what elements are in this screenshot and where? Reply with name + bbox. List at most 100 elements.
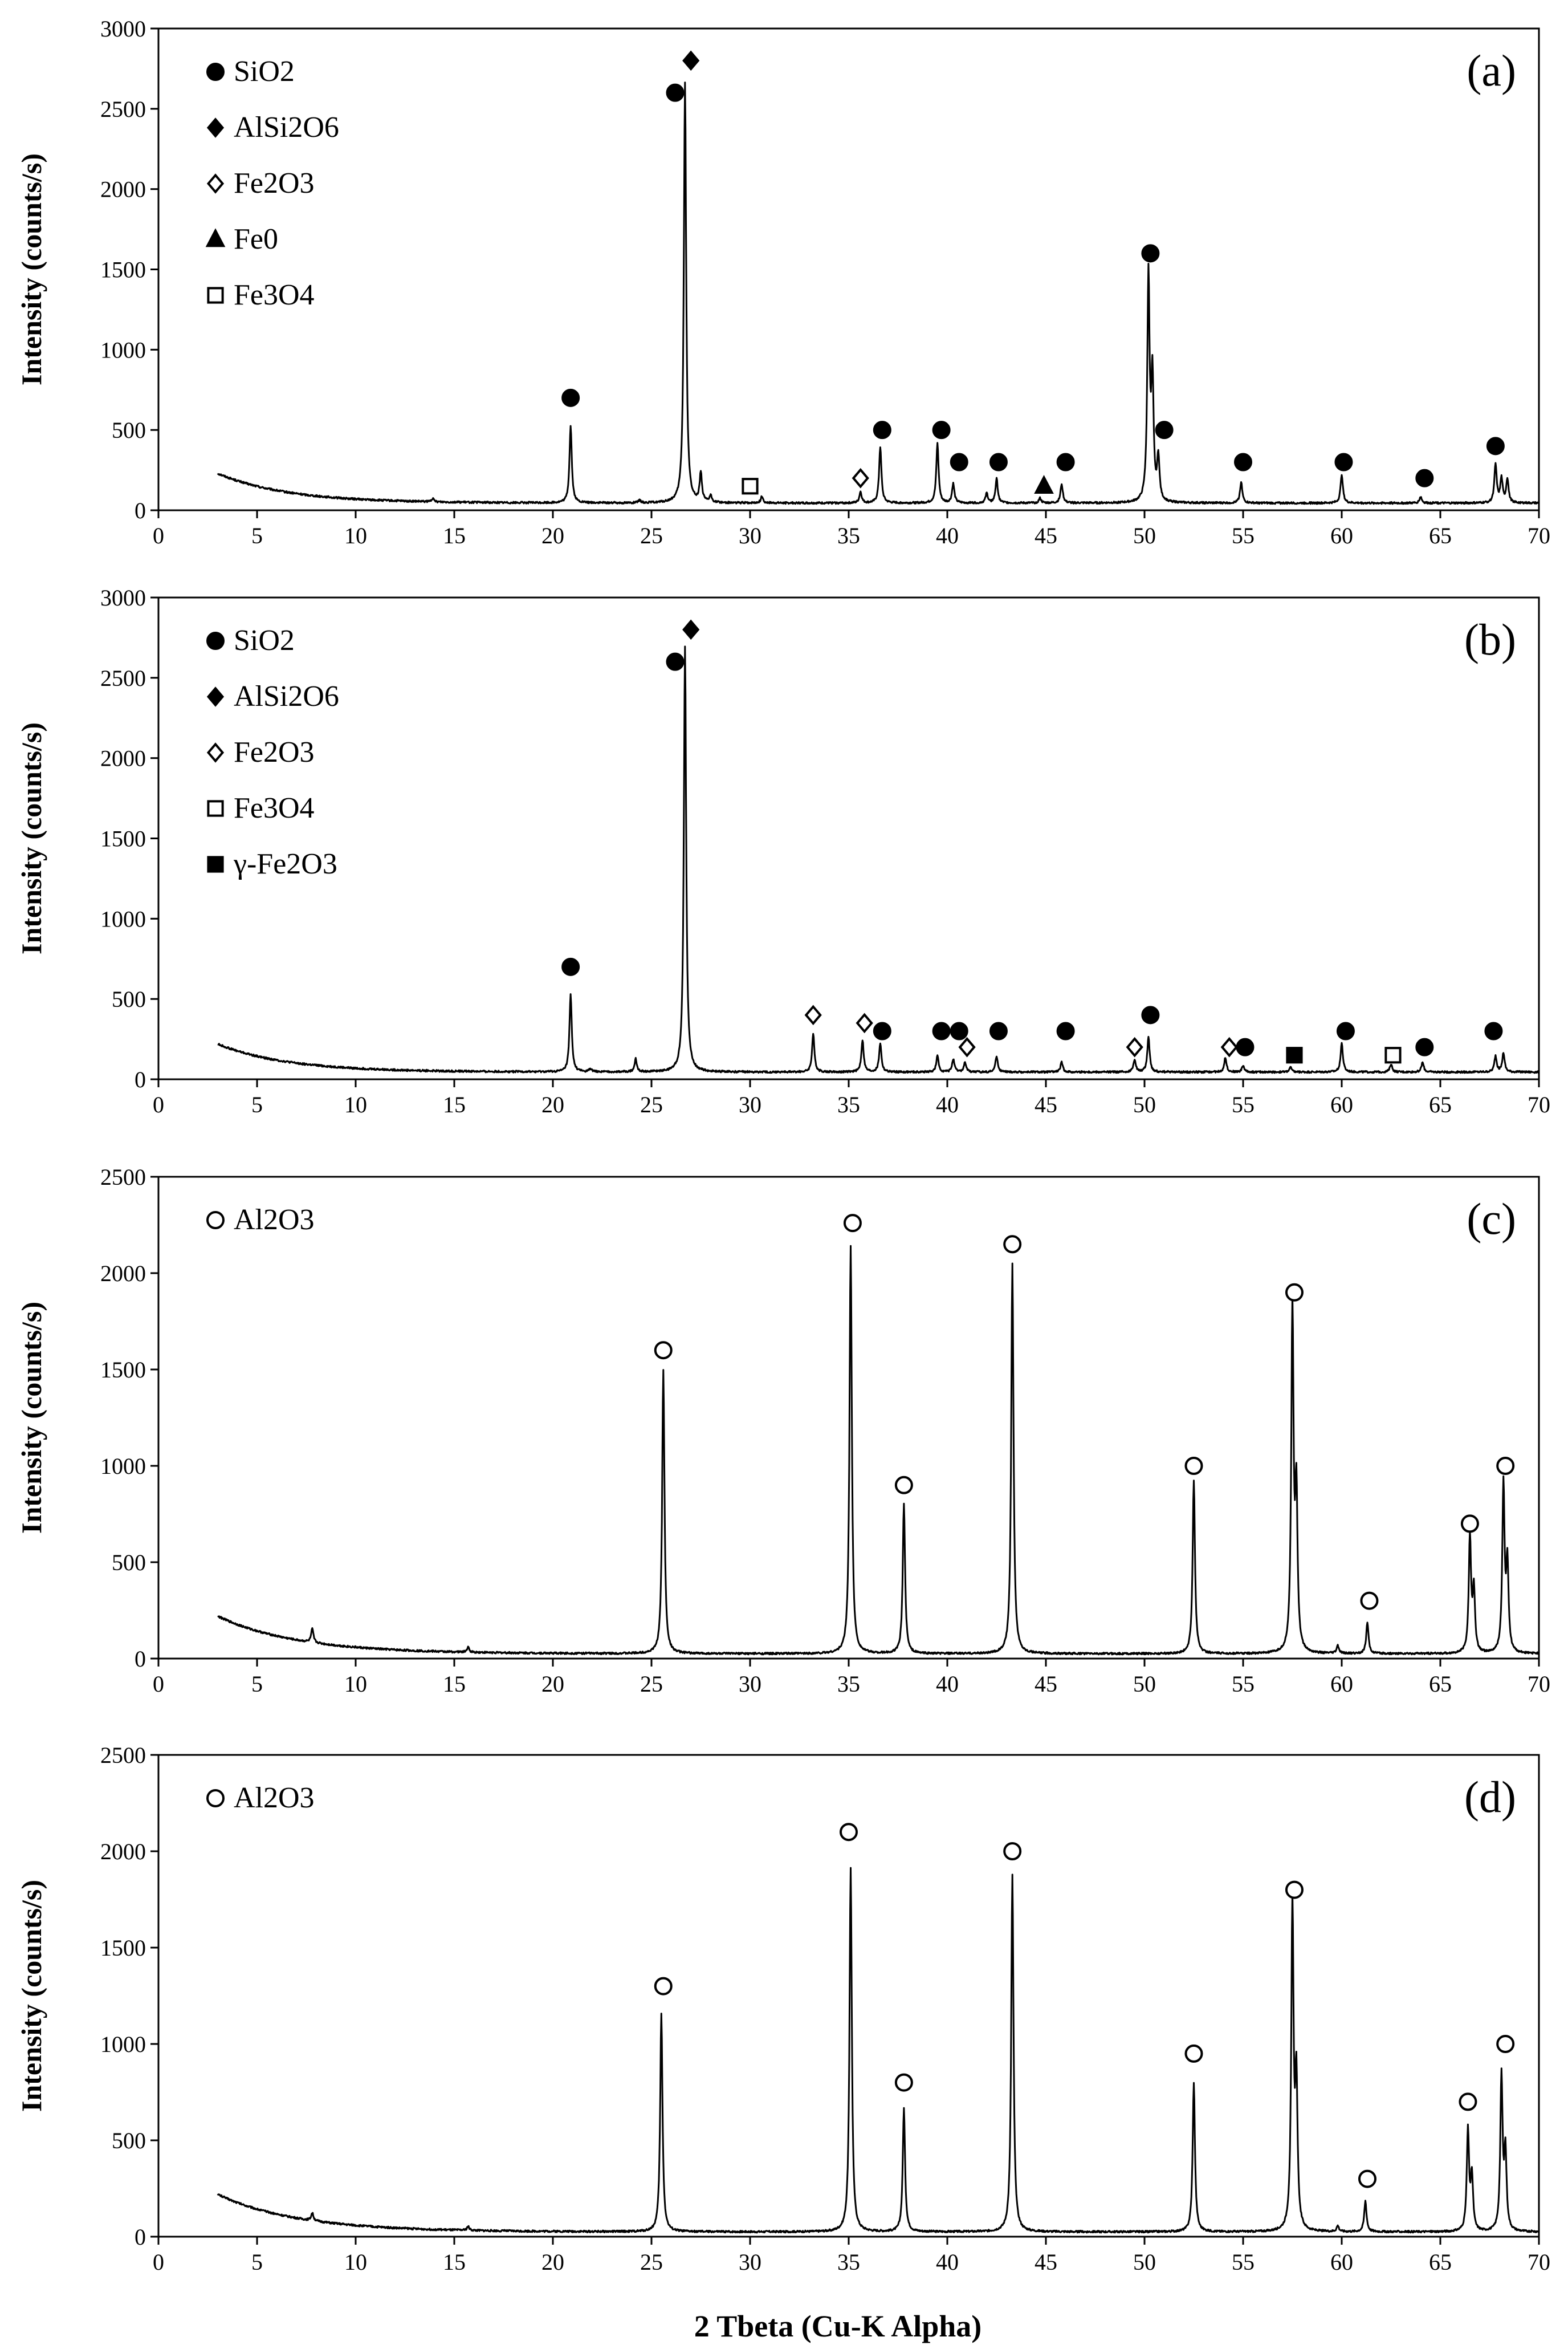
x-tick-label: 50 bbox=[1133, 523, 1156, 548]
x-tick-label: 50 bbox=[1133, 1092, 1156, 1117]
x-tick-label: 5 bbox=[251, 2249, 263, 2275]
peak-marker-open-circle bbox=[1358, 2169, 1376, 2188]
peak-marker-open-circle bbox=[840, 1823, 858, 1842]
peak-marker-open-circle bbox=[1184, 1457, 1203, 1475]
legend-marker bbox=[206, 1789, 225, 1807]
peak-marker-filled-circle bbox=[989, 453, 1008, 472]
legend: Al2O3 bbox=[206, 1204, 315, 1236]
legend-label: Fe2O3 bbox=[234, 736, 315, 769]
x-tick-label: 15 bbox=[443, 1671, 466, 1697]
xrd-pattern-line bbox=[217, 1245, 1540, 1656]
legend-marker bbox=[207, 856, 224, 873]
x-tick-label: 30 bbox=[739, 523, 761, 548]
legend-label: SiO2 bbox=[234, 55, 295, 88]
peak-marker-filled-circle bbox=[1155, 421, 1174, 440]
x-tick-label: 5 bbox=[251, 523, 263, 548]
x-tick-label: 60 bbox=[1330, 523, 1353, 548]
y-tick-label: 0 bbox=[135, 2224, 146, 2250]
legend-marker bbox=[206, 173, 225, 194]
peak-marker-filled-diamond bbox=[682, 619, 700, 640]
y-tick-label: 1000 bbox=[100, 906, 146, 932]
x-tick-label: 70 bbox=[1528, 1671, 1550, 1697]
x-tick-label: 65 bbox=[1429, 1092, 1452, 1117]
y-tick-label: 0 bbox=[135, 498, 146, 523]
panel-label: (c) bbox=[1467, 1194, 1516, 1243]
x-tick-label: 70 bbox=[1528, 1092, 1550, 1117]
y-tick-label: 2500 bbox=[100, 665, 146, 691]
legend-label: Fe2O3 bbox=[234, 167, 315, 200]
x-tick-label: 0 bbox=[153, 1092, 164, 1117]
peak-marker-open-square bbox=[742, 478, 759, 495]
panel-label: (d) bbox=[1464, 1772, 1516, 1822]
plot-frame bbox=[157, 27, 1540, 511]
x-tick-label: 5 bbox=[251, 1092, 263, 1117]
x-tick-label: 40 bbox=[936, 1092, 959, 1117]
peak-marker-filled-circle bbox=[1486, 437, 1505, 456]
peak-marker-filled-circle bbox=[1415, 469, 1434, 487]
peak-marker-filled-diamond bbox=[682, 50, 700, 71]
x-tick-label: 45 bbox=[1035, 523, 1057, 548]
legend-marker bbox=[206, 742, 225, 763]
panel-d: 0 500 1000 1500 2000 2500 0 5 10 15 20 25 30 35 40 45 50… bbox=[15, 1742, 1550, 2275]
y-axis-title: Intensity (counts/s) bbox=[15, 153, 47, 385]
y-tick-label: 1000 bbox=[100, 337, 146, 363]
x-tick-label: 15 bbox=[443, 523, 466, 548]
y-tick-label: 3000 bbox=[100, 585, 146, 611]
peak-marker-open-circle bbox=[1496, 2035, 1515, 2053]
x-tick-label: 55 bbox=[1232, 523, 1255, 548]
x-tick-label: 45 bbox=[1035, 1671, 1057, 1697]
y-tick-label: 2000 bbox=[100, 1261, 146, 1286]
x-tick-label: 0 bbox=[153, 2249, 164, 2275]
peak-marker-filled-square bbox=[1286, 1047, 1303, 1064]
peak-marker-open-diamond bbox=[1126, 1037, 1143, 1058]
x-tick-label: 20 bbox=[541, 2249, 564, 2275]
panel-b: 0 500 1000 1500 2000 2500 3000 0 5 10 15 20 25 30 35 40… bbox=[15, 585, 1550, 1117]
xrd-pattern-line bbox=[217, 645, 1540, 1074]
x-tick-label: 65 bbox=[1429, 1671, 1452, 1697]
x-tick-label: 20 bbox=[541, 523, 564, 548]
peak-marker-open-circle bbox=[1496, 1457, 1515, 1475]
x-tick-label: 25 bbox=[640, 1092, 663, 1117]
peak-marker-open-diamond bbox=[1220, 1037, 1238, 1058]
y-tick-label: 1500 bbox=[100, 1935, 146, 1961]
peak-marker-filled-circle bbox=[1334, 453, 1353, 472]
peak-marker-filled-circle bbox=[561, 957, 580, 976]
x-tick-label: 0 bbox=[153, 523, 164, 548]
legend-marker bbox=[206, 686, 225, 707]
y-tick-label: 1500 bbox=[100, 257, 146, 283]
x-tick-label: 50 bbox=[1133, 1671, 1156, 1697]
y-tick-label: 500 bbox=[112, 986, 146, 1012]
x-tick-label: 55 bbox=[1232, 2249, 1255, 2275]
legend-label: Fe3O4 bbox=[234, 279, 315, 311]
y-tick-label: 1000 bbox=[100, 1453, 146, 1479]
x-tick-label: 65 bbox=[1429, 2249, 1452, 2275]
x-tick-label: 60 bbox=[1330, 1671, 1353, 1697]
x-tick-label: 20 bbox=[541, 1092, 564, 1117]
legend-label: γ-Fe2O3 bbox=[233, 848, 337, 880]
peak-marker-filled-circle bbox=[950, 1022, 968, 1041]
x-tick-label: 35 bbox=[837, 1092, 860, 1117]
peak-marker-filled-circle bbox=[1234, 453, 1252, 472]
panel-label: (a) bbox=[1467, 46, 1516, 95]
x-axis-title: 2 Tbeta (Cu-K Alpha) bbox=[694, 2309, 982, 2343]
peak-marker-filled-circle bbox=[1141, 1006, 1160, 1025]
x-tick-label: 35 bbox=[837, 523, 860, 548]
panel-label: (b) bbox=[1464, 615, 1516, 664]
peak-marker-filled-circle bbox=[873, 1022, 891, 1041]
peak-marker-open-circle bbox=[1003, 1235, 1022, 1254]
peak-marker-filled-circle bbox=[1484, 1022, 1503, 1041]
x-tick-label: 10 bbox=[344, 1092, 367, 1117]
x-tick-label: 55 bbox=[1232, 1092, 1255, 1117]
peak-marker-open-square bbox=[1384, 1047, 1402, 1064]
legend: Al2O3 bbox=[206, 1782, 315, 1814]
peak-marker-filled-circle bbox=[561, 388, 580, 407]
y-tick-label: 2000 bbox=[100, 1839, 146, 1864]
peak-marker-open-circle bbox=[1460, 1514, 1479, 1533]
x-tick-label: 15 bbox=[443, 1092, 466, 1117]
x-tick-label: 25 bbox=[640, 523, 663, 548]
peak-marker-filled-circle bbox=[1415, 1038, 1434, 1056]
y-tick-label: 500 bbox=[112, 1550, 146, 1575]
peak-marker-filled-circle bbox=[1236, 1038, 1255, 1056]
y-tick-label: 2000 bbox=[100, 746, 146, 771]
legend-label: AlSi2O6 bbox=[234, 680, 339, 713]
